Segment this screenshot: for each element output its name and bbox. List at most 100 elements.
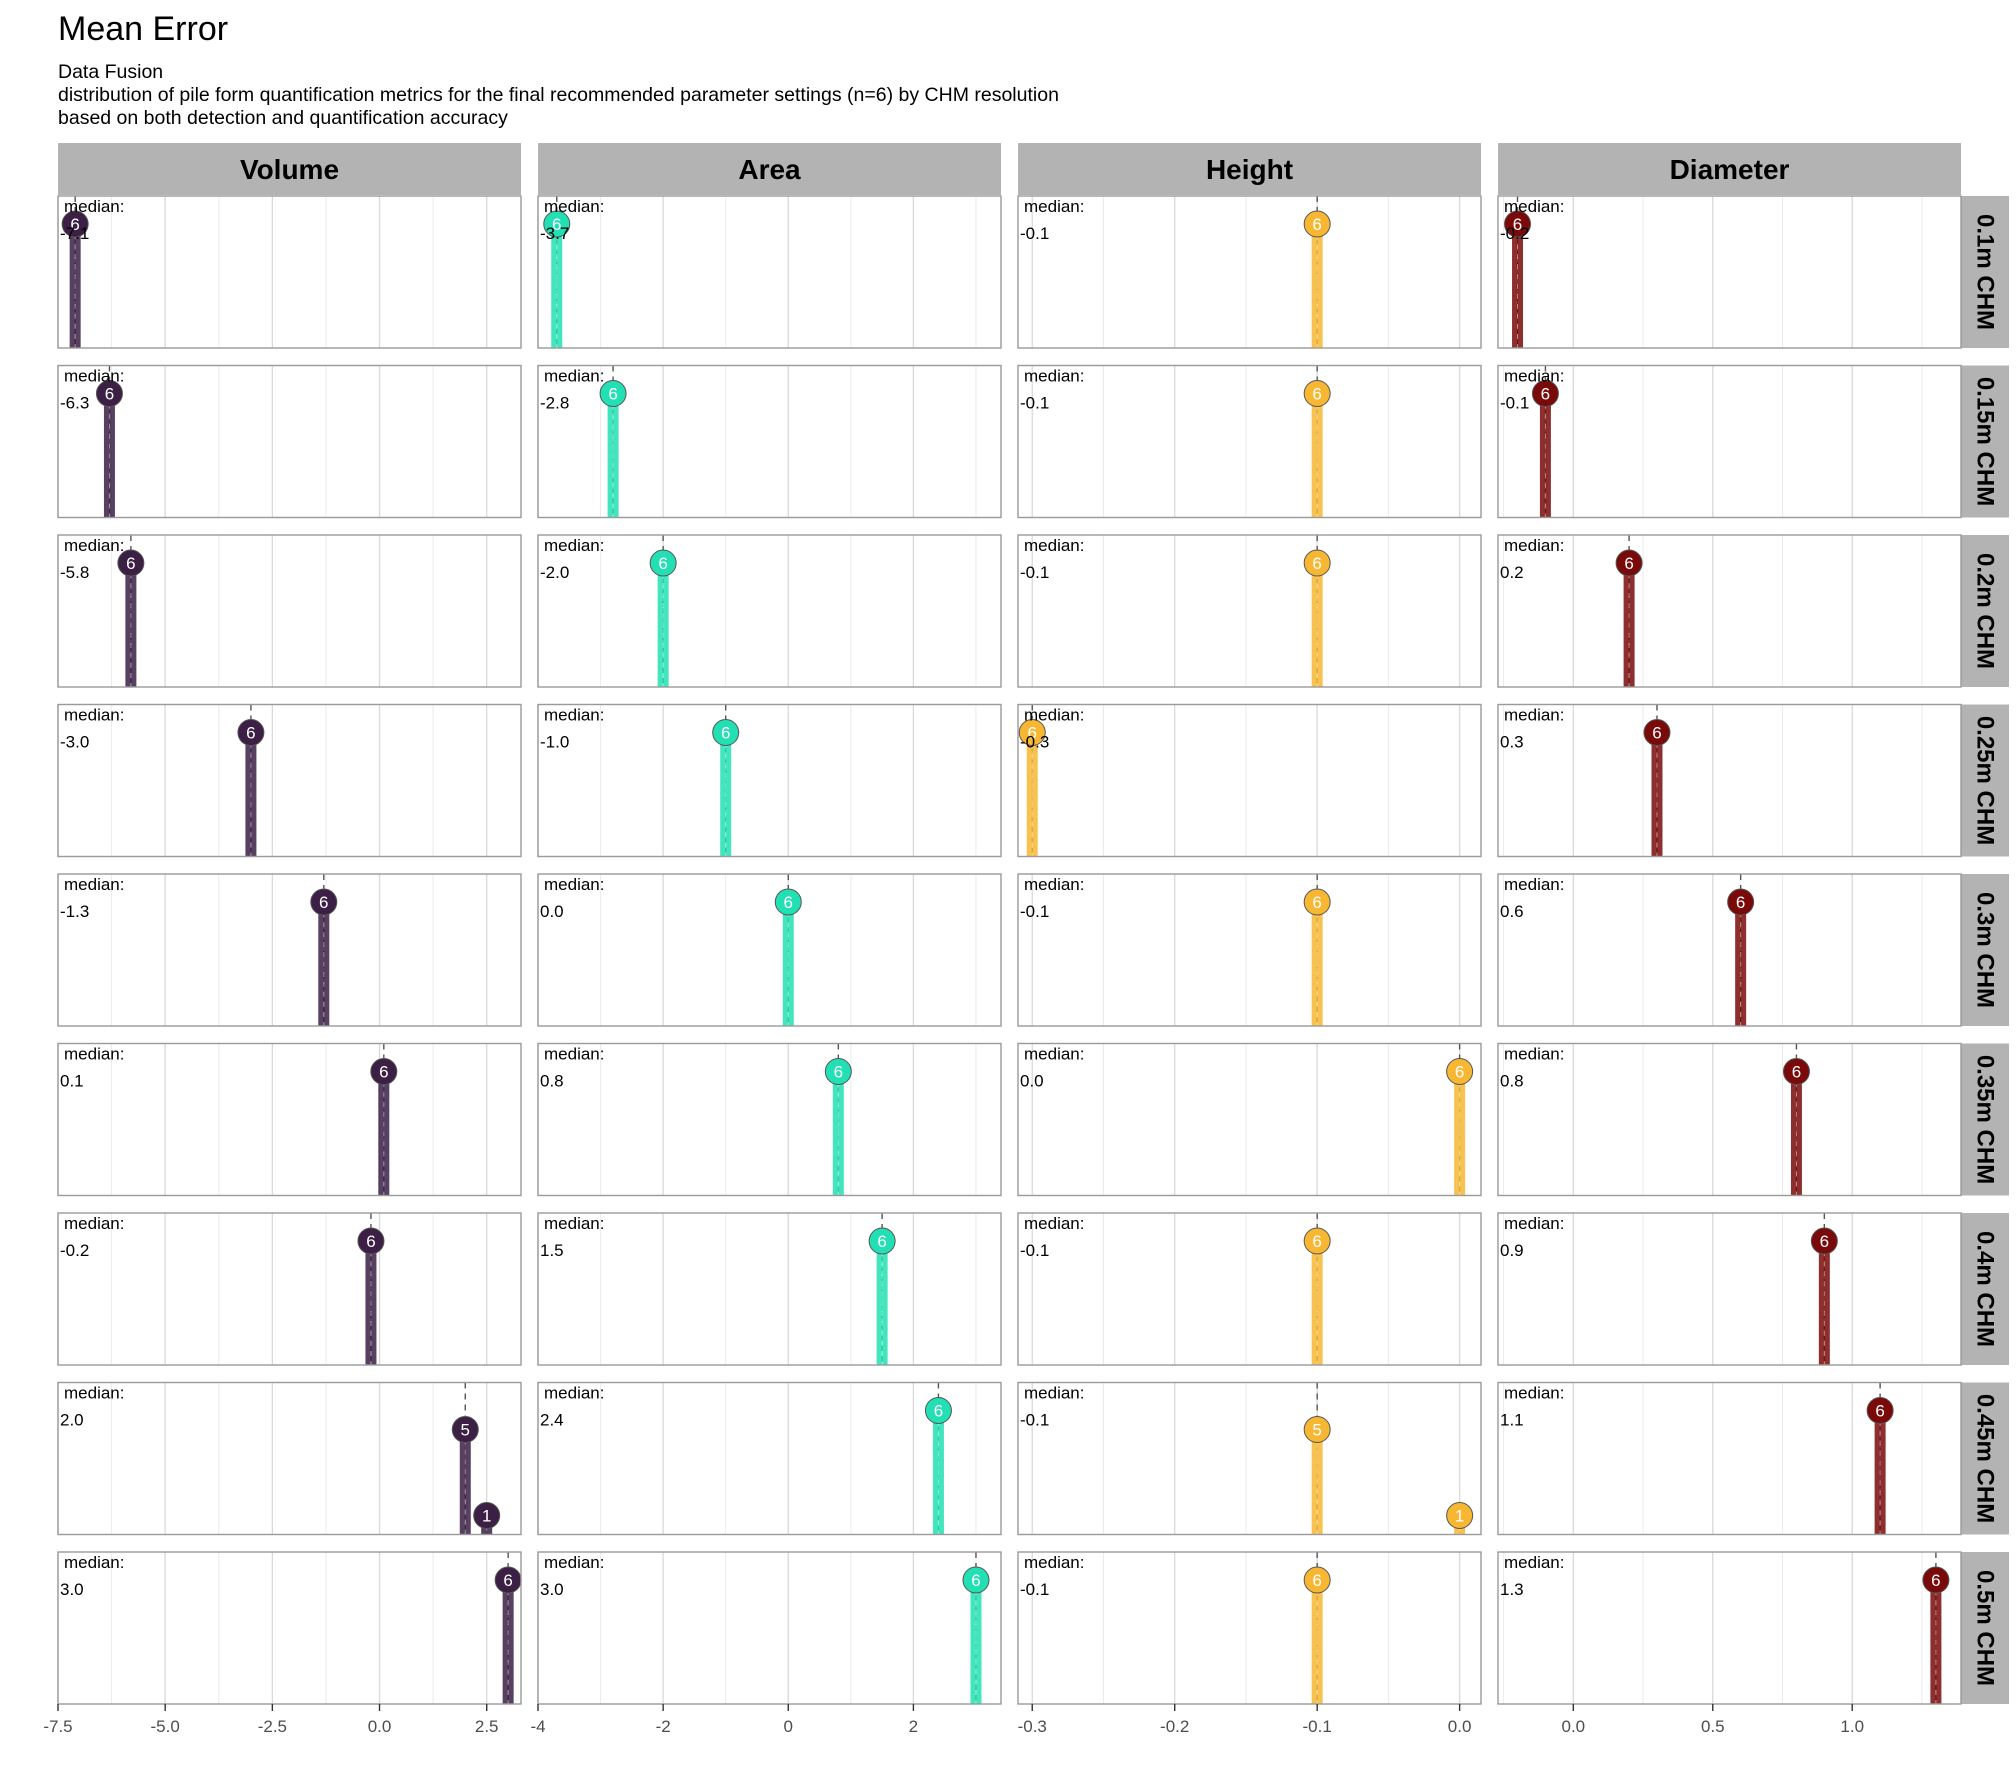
median-label: median: xyxy=(1504,706,1564,725)
median-label: median: xyxy=(64,875,124,894)
median-value: 0.1 xyxy=(60,1072,84,1091)
panel-background xyxy=(538,1043,1001,1196)
chart-subtitle-3: based on both detection and quantificati… xyxy=(58,107,508,129)
row-strip-label: 0.25m CHM xyxy=(1972,716,1999,845)
panel-border xyxy=(1497,364,1962,519)
point-count-label: 6 xyxy=(1455,1063,1464,1082)
panel-border xyxy=(1497,873,1962,1027)
lollipop-point xyxy=(1303,549,1331,577)
point-count-label: 5 xyxy=(461,1421,470,1440)
point-count-label: 6 xyxy=(319,893,328,912)
median-label: median: xyxy=(64,1553,124,1572)
point-count-label: 6 xyxy=(1312,1232,1321,1251)
median-value: -0.1 xyxy=(1020,1411,1049,1430)
panel-border xyxy=(1017,1551,1482,1705)
panel-background xyxy=(1018,704,1481,857)
median-label: median: xyxy=(64,1045,124,1064)
lollipop-point xyxy=(1615,549,1643,577)
x-axis-tick-label: -5.0 xyxy=(151,1717,180,1736)
median-value: -1.3 xyxy=(60,902,89,921)
panel-background xyxy=(58,704,521,857)
panel-border xyxy=(1017,534,1482,688)
median-label: median: xyxy=(1024,536,1084,555)
x-axis-tick-label: 2 xyxy=(909,1717,918,1736)
median-label: median: xyxy=(1504,1553,1564,1572)
lollipop-point xyxy=(1782,1058,1810,1085)
median-label: median: xyxy=(1024,1045,1084,1064)
facet-strip-label: Area xyxy=(738,154,801,185)
x-axis-tick-label: 2.5 xyxy=(475,1717,499,1736)
x-axis-tick-label: -0.1 xyxy=(1303,1717,1332,1736)
median-label: median: xyxy=(1024,1553,1084,1572)
median-value: -0.1 xyxy=(1500,394,1529,413)
panel-background xyxy=(1018,1213,1481,1365)
point-count-label: 6 xyxy=(1875,1402,1884,1421)
median-label: median: xyxy=(1024,367,1084,386)
median-value: 0.6 xyxy=(1500,902,1524,921)
lollipop-point xyxy=(1531,380,1559,407)
row-strip xyxy=(1961,535,2009,687)
lollipop-point xyxy=(473,1502,501,1529)
panel-border xyxy=(1497,703,1962,858)
point-count-label: 1 xyxy=(1455,1507,1464,1526)
panel-background xyxy=(58,196,521,348)
panel-border xyxy=(57,534,522,688)
median-value: 1.1 xyxy=(1500,1411,1524,1430)
lollipop-point xyxy=(370,1058,398,1085)
point-count-label: 6 xyxy=(552,215,561,234)
panel-background xyxy=(1018,1382,1481,1535)
panel-border xyxy=(1017,1212,1482,1366)
median-label: median: xyxy=(544,1384,604,1403)
point-count-label: 6 xyxy=(1312,893,1321,912)
row-strip xyxy=(1961,1552,2009,1704)
panel-border xyxy=(537,364,1002,519)
lollipop-point xyxy=(1810,1227,1838,1255)
panel-border xyxy=(1017,1042,1482,1197)
panel-background xyxy=(58,365,521,518)
x-axis-tick-label: -7.5 xyxy=(43,1717,72,1736)
median-value: -6.3 xyxy=(60,394,89,413)
panel-background xyxy=(1498,365,1961,518)
median-value: -3.7 xyxy=(540,224,569,243)
median-label: median: xyxy=(1504,197,1564,216)
median-value: 0.3 xyxy=(1500,733,1524,752)
row-strip-label: 0.15m CHM xyxy=(1972,377,1999,506)
point-count-label: 6 xyxy=(1312,1571,1321,1590)
median-label: median: xyxy=(1024,197,1084,216)
panel-background xyxy=(1498,1043,1961,1196)
panel-background xyxy=(1498,1213,1961,1365)
median-label: median: xyxy=(544,875,604,894)
panel-border xyxy=(1497,1551,1962,1705)
panel-border xyxy=(1497,1042,1962,1197)
row-strip-label: 0.45m CHM xyxy=(1972,1394,1999,1523)
point-count-label: 6 xyxy=(126,554,135,573)
point-count-label: 6 xyxy=(784,893,793,912)
panel-background xyxy=(1498,1552,1961,1704)
panel-border xyxy=(57,703,522,858)
panel-border xyxy=(537,195,1002,349)
lollipop-point xyxy=(824,1058,852,1085)
point-count-label: 6 xyxy=(658,554,667,573)
facet-strip-area xyxy=(538,143,1001,195)
point-count-label: 6 xyxy=(503,1571,512,1590)
lollipop-point xyxy=(451,1416,479,1443)
x-axis-tick-label: -4 xyxy=(530,1717,545,1736)
point-count-label: 6 xyxy=(1820,1232,1829,1251)
panel-border xyxy=(57,1042,522,1197)
median-value: 2.4 xyxy=(540,1411,564,1430)
median-label: median: xyxy=(64,1384,124,1403)
panel-background xyxy=(1018,874,1481,1026)
median-label: median: xyxy=(1504,367,1564,386)
panel-background xyxy=(538,1552,1001,1704)
lollipop-point xyxy=(237,719,265,746)
row-strip xyxy=(1961,1382,2009,1535)
median-label: median: xyxy=(1504,875,1564,894)
panel-border xyxy=(1017,1381,1482,1536)
median-label: median: xyxy=(1024,875,1084,894)
median-label: median: xyxy=(544,1214,604,1233)
lollipop-point xyxy=(774,888,802,916)
panel-border xyxy=(537,1212,1002,1366)
row-strip-label: 0.5m CHM xyxy=(1972,1570,1999,1686)
point-count-label: 6 xyxy=(971,1571,980,1590)
